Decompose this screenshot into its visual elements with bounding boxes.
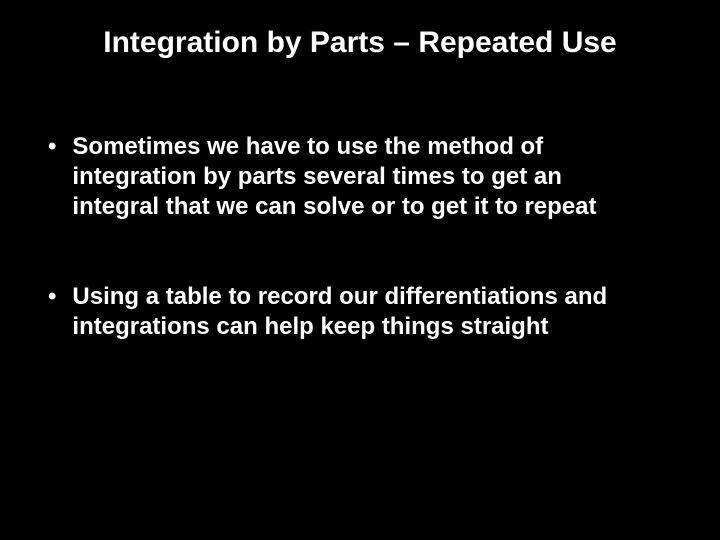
bullet-marker-icon: • xyxy=(48,282,56,342)
bullet-list: • Sometimes we have to use the method of… xyxy=(40,132,680,342)
bullet-marker-icon: • xyxy=(48,132,56,222)
bullet-text: Sometimes we have to use the method of i… xyxy=(72,132,632,222)
slide-container: Integration by Parts – Repeated Use • So… xyxy=(0,0,720,540)
bullet-text: Using a table to record our differentiat… xyxy=(72,282,632,342)
list-item: • Using a table to record our differenti… xyxy=(48,282,680,342)
list-item: • Sometimes we have to use the method of… xyxy=(48,132,680,222)
slide-title: Integration by Parts – Repeated Use xyxy=(40,26,680,60)
